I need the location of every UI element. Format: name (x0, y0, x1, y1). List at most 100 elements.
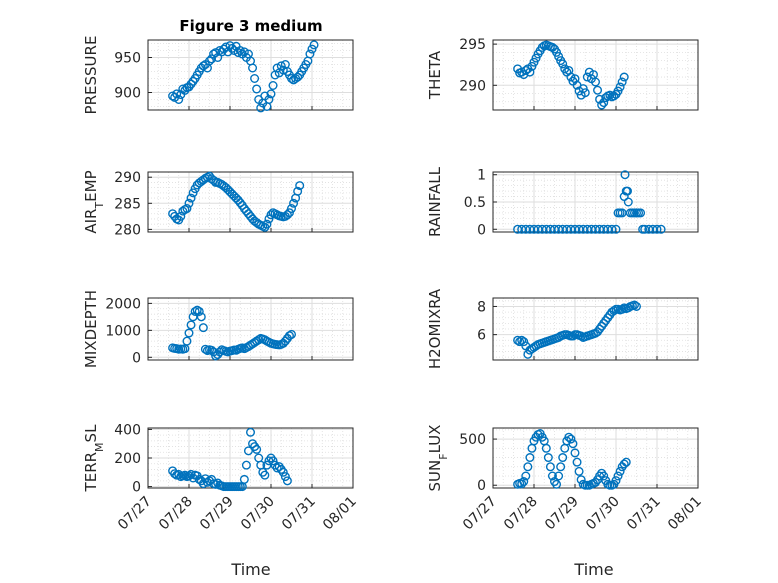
axes-box (492, 297, 699, 361)
data-point (284, 208, 294, 218)
data-point (566, 434, 576, 444)
axes-box (147, 171, 354, 233)
data-point (636, 208, 646, 218)
x-axis-label-right: Time (573, 560, 613, 579)
y-tick-label: 0 (477, 478, 486, 494)
data-point (591, 77, 601, 87)
data-point (235, 198, 245, 208)
data-point (519, 337, 529, 347)
data-point (262, 219, 272, 229)
data-point (607, 224, 617, 234)
data-point (204, 56, 214, 66)
data-point (264, 94, 274, 104)
data-point (599, 471, 609, 481)
data-point (254, 335, 264, 345)
x-tick-label: 07/28 (156, 494, 196, 534)
data-point (172, 89, 182, 99)
data-point (615, 82, 625, 92)
data-point (282, 476, 292, 486)
y-axis-label: AIRTEMP (82, 170, 106, 233)
x-tick-label: 08/01 (320, 494, 360, 534)
y-tick-label: 285 (114, 196, 141, 212)
y-axis-label: H2OMIXRA (426, 288, 444, 369)
data-point (621, 457, 631, 467)
data-point (252, 84, 262, 94)
data-point (182, 204, 192, 214)
data-point (295, 181, 305, 191)
data-point (622, 186, 632, 196)
data-point (282, 210, 292, 220)
y-tick-label: 0.5 (464, 195, 486, 211)
y-tick-label: 280 (114, 222, 141, 238)
data-point (525, 453, 535, 463)
data-point (186, 193, 196, 203)
data-point (611, 476, 621, 486)
data-point (570, 448, 580, 458)
y-tick-label: 1 (477, 168, 486, 184)
data-point (260, 470, 270, 480)
y-tick-label: 400 (114, 422, 141, 438)
data-series (168, 305, 297, 361)
x-tick-label: 07/31 (279, 494, 319, 534)
data-point (268, 456, 278, 466)
y-tick-label: 6 (477, 328, 486, 344)
data-point (629, 300, 639, 310)
y-axis-label: MIXDEPTH (82, 290, 100, 368)
data-point (521, 471, 531, 481)
y-axis-label: PRESSURE (82, 36, 100, 115)
y-tick-label: 290 (459, 78, 486, 94)
data-point (280, 472, 290, 482)
data-point (207, 345, 217, 355)
subplot-rainfall: 0 0.5 1 RAINFALL (426, 166, 699, 238)
data-point (543, 453, 553, 463)
data-point (256, 103, 266, 113)
data-point (572, 457, 582, 467)
y-tick-label: 290 (114, 170, 141, 186)
y-axis-label: TERRMSL (82, 424, 106, 493)
data-point (519, 477, 529, 487)
data-point (278, 467, 288, 477)
data-point (558, 59, 568, 69)
data-point (174, 469, 184, 479)
data-point (182, 336, 192, 346)
data-point (593, 85, 603, 95)
y-axis-label: SUNFLUX (426, 425, 450, 492)
data-point (558, 453, 568, 463)
data-point (513, 335, 523, 345)
y-tick-label: 950 (114, 51, 141, 67)
y-axis-label: THETA (426, 50, 444, 100)
data-point (574, 466, 584, 476)
data-point (599, 98, 609, 108)
data-point (515, 337, 525, 347)
x-tick-label: 07/31 (624, 494, 664, 534)
subplot-terr-m-sl: 0 200 400 07/27 07/28 07/29 07/30 07/31 08/01 TER… (82, 422, 360, 533)
data-point (178, 84, 188, 94)
data-point (192, 305, 202, 315)
axes-box (147, 297, 354, 361)
data-point (580, 88, 590, 98)
data-point (243, 446, 253, 456)
x-tick-label: 07/27 (115, 494, 155, 534)
data-point (287, 73, 297, 83)
y-tick-label: 0 (132, 480, 141, 496)
data-point (245, 427, 255, 437)
data-series (513, 170, 666, 234)
axes-box (492, 427, 699, 489)
data-point (523, 462, 533, 472)
data-point (276, 61, 286, 71)
data-point (176, 211, 186, 221)
x-tick-label: 08/01 (665, 494, 705, 534)
x-tick-label: 07/29 (542, 494, 582, 534)
y-tick-label: 200 (114, 451, 141, 467)
data-point (241, 460, 251, 470)
x-tick-label: 07/27 (460, 494, 500, 534)
data-point (233, 48, 243, 58)
data-point (272, 463, 282, 473)
data-point (266, 89, 276, 99)
data-point (200, 344, 210, 354)
data-point (207, 54, 217, 64)
data-point (268, 80, 278, 90)
subplot-air-t-emp: 280 285 290 AIRTEMP (82, 170, 354, 238)
y-tick-label: 500 (459, 432, 486, 448)
data-point (184, 198, 194, 208)
